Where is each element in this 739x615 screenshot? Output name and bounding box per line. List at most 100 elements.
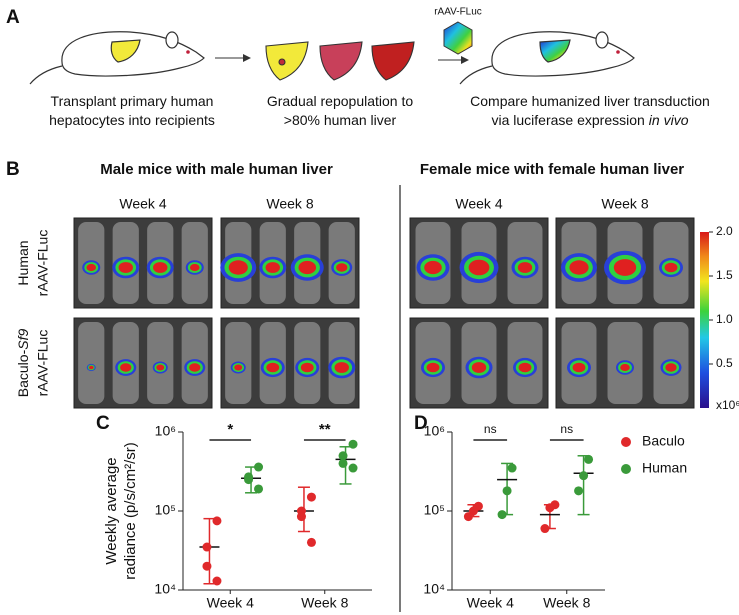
- colorbar-label: 2.0: [716, 224, 733, 238]
- signal: [118, 262, 133, 273]
- data-point: [348, 439, 358, 449]
- colorbar: [700, 232, 709, 408]
- colorbar-unit: x10⁶: [716, 398, 739, 412]
- y-tick-label: 10⁴: [154, 581, 176, 597]
- data-point: [212, 576, 222, 586]
- signal: [86, 263, 97, 272]
- signal: [300, 362, 314, 373]
- panel-letter: B: [6, 159, 20, 180]
- caption-text: via luciferase expression: [492, 112, 645, 128]
- data-point: [497, 510, 507, 520]
- data-point: [254, 462, 264, 472]
- x-tick-label: Week 4: [467, 595, 514, 611]
- week-label: Week 8: [266, 196, 313, 212]
- y-axis-label: radiance (p/s/cm²/sr): [122, 442, 139, 580]
- significance-label: ns: [560, 422, 573, 436]
- significance-label: ns: [484, 422, 497, 436]
- data-point: [463, 512, 473, 522]
- vector-icon: [443, 21, 473, 55]
- panel-letter: A: [6, 7, 20, 28]
- signal: [424, 260, 442, 275]
- data-point: [254, 484, 264, 494]
- data-point: [202, 542, 212, 552]
- signal: [153, 262, 168, 273]
- row-label: rAAV-FLuc: [35, 330, 51, 397]
- week-label: Week 8: [601, 196, 648, 212]
- caption: via luciferase expression in vivo: [492, 112, 689, 128]
- data-point: [545, 503, 555, 513]
- x-tick-label: Week 4: [207, 595, 254, 611]
- caption-text: Gradual repopulation to: [267, 93, 414, 109]
- caption-text: Compare humanized liver transduction: [470, 93, 710, 109]
- mouse-illustration: [459, 31, 635, 85]
- data-point: [202, 561, 212, 571]
- signal: [265, 262, 280, 273]
- y-tick-label: 10⁵: [424, 502, 445, 518]
- x-tick-label: Week 8: [301, 595, 348, 611]
- signal: [189, 263, 200, 272]
- signal: [613, 259, 637, 276]
- signal: [518, 362, 532, 373]
- data-point: [338, 451, 348, 461]
- legend-marker: [621, 464, 631, 474]
- data-point: [244, 475, 254, 485]
- row-label: Human: [15, 240, 31, 285]
- week-label: Week 4: [455, 196, 502, 212]
- caption: Transplant primary human: [51, 93, 214, 109]
- data-point: [212, 516, 222, 526]
- caption: >80% human liver: [284, 112, 397, 128]
- data-point: [579, 471, 589, 481]
- y-tick-label: 10⁵: [155, 502, 176, 518]
- signal: [620, 363, 630, 372]
- vector-label: rAAV-FLuc: [434, 7, 482, 18]
- panel-letter: C: [96, 413, 110, 434]
- data-point: [306, 537, 316, 547]
- signal: [156, 364, 165, 371]
- group-title: Female mice with female human liver: [420, 161, 684, 178]
- signal: [426, 362, 440, 373]
- colorbar-label: 0.5: [716, 356, 733, 370]
- signal: [88, 365, 94, 370]
- data-point: [338, 458, 348, 468]
- signal: [234, 364, 243, 371]
- signal: [228, 260, 248, 275]
- significance-label: **: [319, 421, 331, 438]
- row-label-italic: Sf9: [15, 329, 31, 350]
- panel-letter: D: [414, 413, 428, 434]
- significance-label: *: [227, 421, 233, 438]
- data-point: [502, 486, 512, 496]
- data-point: [540, 524, 550, 534]
- x-tick-label: Week 8: [543, 595, 590, 611]
- caption: Compare humanized liver transduction: [470, 93, 710, 109]
- signal: [189, 363, 201, 372]
- signal: [298, 260, 317, 275]
- colorbar-label: 1.0: [716, 312, 733, 326]
- signal: [468, 259, 490, 276]
- data-point: [306, 492, 316, 502]
- caption-text: hepatocytes into recipients: [49, 112, 215, 128]
- y-tick-label: 10⁴: [423, 581, 445, 597]
- caption: Gradual repopulation to: [267, 93, 414, 109]
- group-title: Male mice with male human liver: [100, 161, 333, 178]
- signal: [569, 260, 589, 275]
- legend-label: Baculo: [642, 433, 685, 449]
- data-point: [584, 454, 594, 464]
- signal: [572, 362, 586, 373]
- data-point: [574, 486, 584, 496]
- row-label-text: Baculo-: [15, 349, 31, 397]
- data-point: [296, 512, 306, 522]
- signal: [471, 362, 487, 373]
- row-label: Baculo-Sf9: [15, 329, 31, 398]
- data-point: [348, 463, 358, 473]
- data-point: [507, 463, 517, 473]
- mouse-silhouette: [78, 322, 105, 404]
- signal: [266, 362, 280, 373]
- signal: [120, 363, 132, 372]
- caption: hepatocytes into recipients: [49, 112, 215, 128]
- mouse-illustration: [29, 31, 205, 85]
- signal: [517, 262, 533, 273]
- liver-illustration: [265, 41, 415, 81]
- y-tick-label: 10⁶: [155, 423, 176, 439]
- caption-italic: in vivo: [649, 112, 689, 128]
